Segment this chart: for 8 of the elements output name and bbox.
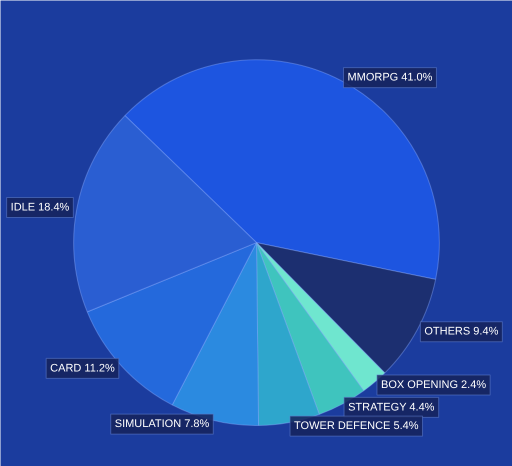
slice-label: CARD 11.2%	[50, 362, 115, 374]
slice-label: SIMULATION 7.8%	[114, 418, 210, 430]
slice-label: IDLE 18.4%	[10, 201, 70, 214]
slice-label: MMORPG 41.0%	[347, 72, 433, 84]
slice-label: OTHERS 9.4%	[424, 326, 499, 338]
slice-label: TOWER DEFENCE 5.4%	[294, 420, 419, 432]
slice-label: STRATEGY 4.4%	[348, 401, 435, 414]
slice-label: BOX OPENING 2.4%	[380, 379, 486, 392]
